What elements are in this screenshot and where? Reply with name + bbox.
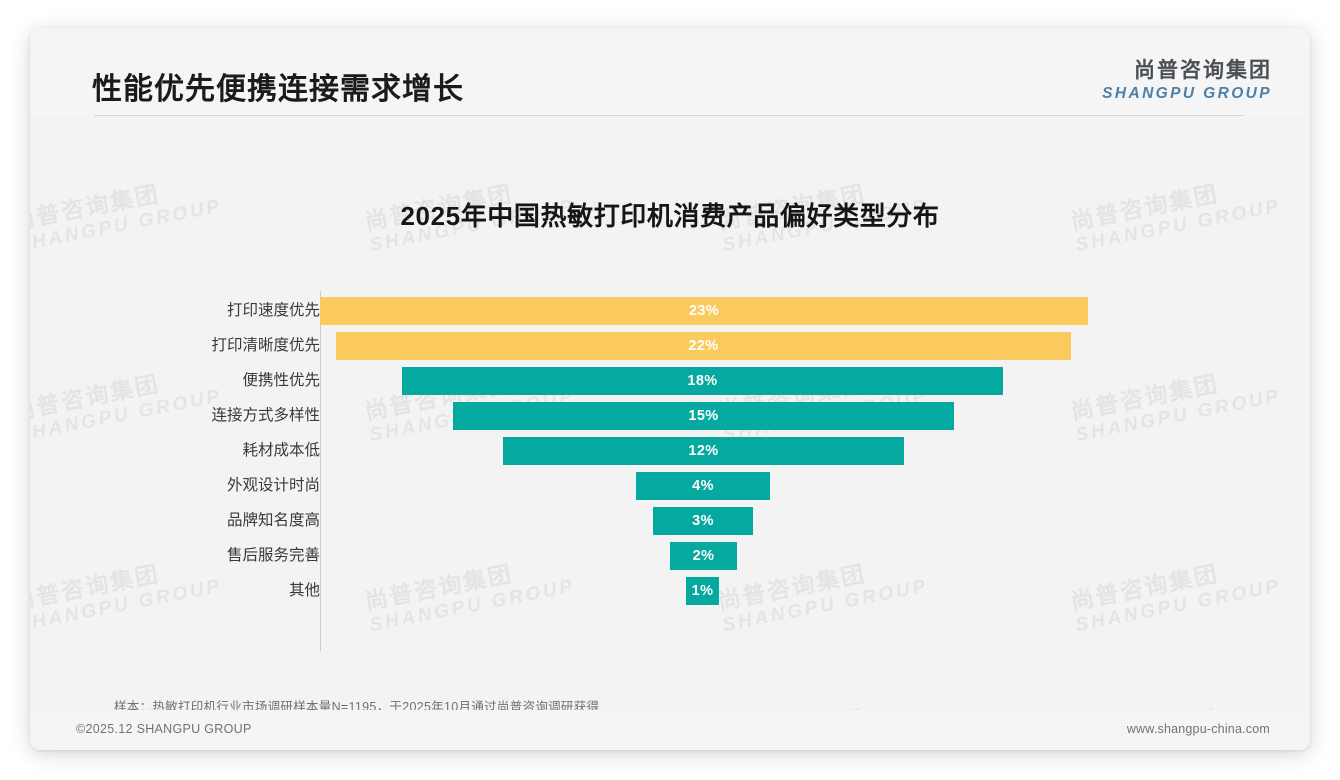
page-title: 性能优先便携连接需求增长 <box>92 73 464 106</box>
header-divider <box>94 115 1244 116</box>
category-label: 耗材成本低 <box>242 442 320 459</box>
bar-value-label: 23% <box>688 302 720 319</box>
slide-header: 性能优先便携连接需求增长 尚普咨询集团 SHANGPU GROUP <box>30 28 1310 116</box>
funnel-bar-chart: 打印速度优先 23% 打印清晰度优先 22% 便携性优先 18% 连接方式多样性 15% 耗材成… <box>30 116 1310 750</box>
bar[interactable]: 4% <box>636 471 770 500</box>
bar[interactable]: 3% <box>653 506 753 535</box>
bar[interactable]: 15% <box>453 401 954 430</box>
brand-logo-en: SHANGPU GROUP <box>1102 85 1272 102</box>
category-axis-line <box>320 291 322 651</box>
chart-row: 耗材成本低 12% <box>30 433 1310 468</box>
category-label: 品牌知名度高 <box>226 512 320 529</box>
bar[interactable]: 1% <box>686 576 719 605</box>
category-label: 打印清晰度优先 <box>211 337 320 354</box>
bar-value-label: 1% <box>691 582 714 599</box>
bar-value-label: 12% <box>688 442 719 459</box>
chart-row: 售后服务完善 2% <box>30 538 1310 573</box>
bar[interactable]: 12% <box>503 436 904 465</box>
chart-row: 连接方式多样性 15% <box>30 398 1310 433</box>
bar-value-label: 18% <box>687 372 718 389</box>
category-label: 连接方式多样性 <box>211 407 320 424</box>
chart-row: 外观设计时尚 4% <box>30 468 1310 503</box>
category-label: 外观设计时尚 <box>226 477 320 494</box>
category-label: 便携性优先 <box>242 372 320 389</box>
chart-title: 2025年中国热敏打印机消费产品偏好类型分布 <box>400 201 940 231</box>
category-label: 其他 <box>288 582 320 599</box>
category-label: 售后服务完善 <box>226 547 320 564</box>
chart-row: 其他 1% <box>30 573 1310 608</box>
bar-value-label: 2% <box>692 547 715 564</box>
slide-body: 尚普咨询集团 SHANGPU GROUP 尚普咨询集团 SHANGPU GROUP 尚普… <box>30 116 1310 750</box>
chart-row: 便携性优先 18% <box>30 363 1310 398</box>
brand-logo-cn: 尚普咨询集团 <box>1134 59 1272 82</box>
bar[interactable]: 22% <box>336 331 1071 360</box>
bar[interactable]: 2% <box>670 541 737 570</box>
category-label: 打印速度优先 <box>226 302 320 319</box>
slide-footer: ©2025.12 SHANGPU GROUP www.shangpu-china… <box>30 710 1310 750</box>
chart-row: 打印清晰度优先 22% <box>30 328 1310 363</box>
bar-value-label: 3% <box>692 512 714 529</box>
slide-card: 性能优先便携连接需求增长 尚普咨询集团 SHANGPU GROUP 尚普咨询集团… <box>30 28 1310 750</box>
bar-value-label: 4% <box>692 477 714 494</box>
bar[interactable]: 23% <box>320 296 1088 325</box>
bar-value-label: 22% <box>688 337 719 354</box>
bar[interactable]: 18% <box>402 366 1003 395</box>
chart-row: 打印速度优先 23% <box>30 293 1310 328</box>
bar-value-label: 15% <box>688 407 719 424</box>
brand-logo: 尚普咨询集团 SHANGPU GROUP <box>1102 60 1272 102</box>
copyright-text: ©2025.12 SHANGPU GROUP <box>76 722 252 736</box>
chart-row: 品牌知名度高 3% <box>30 503 1310 538</box>
website-link[interactable]: www.shangpu-china.com <box>1126 722 1270 736</box>
